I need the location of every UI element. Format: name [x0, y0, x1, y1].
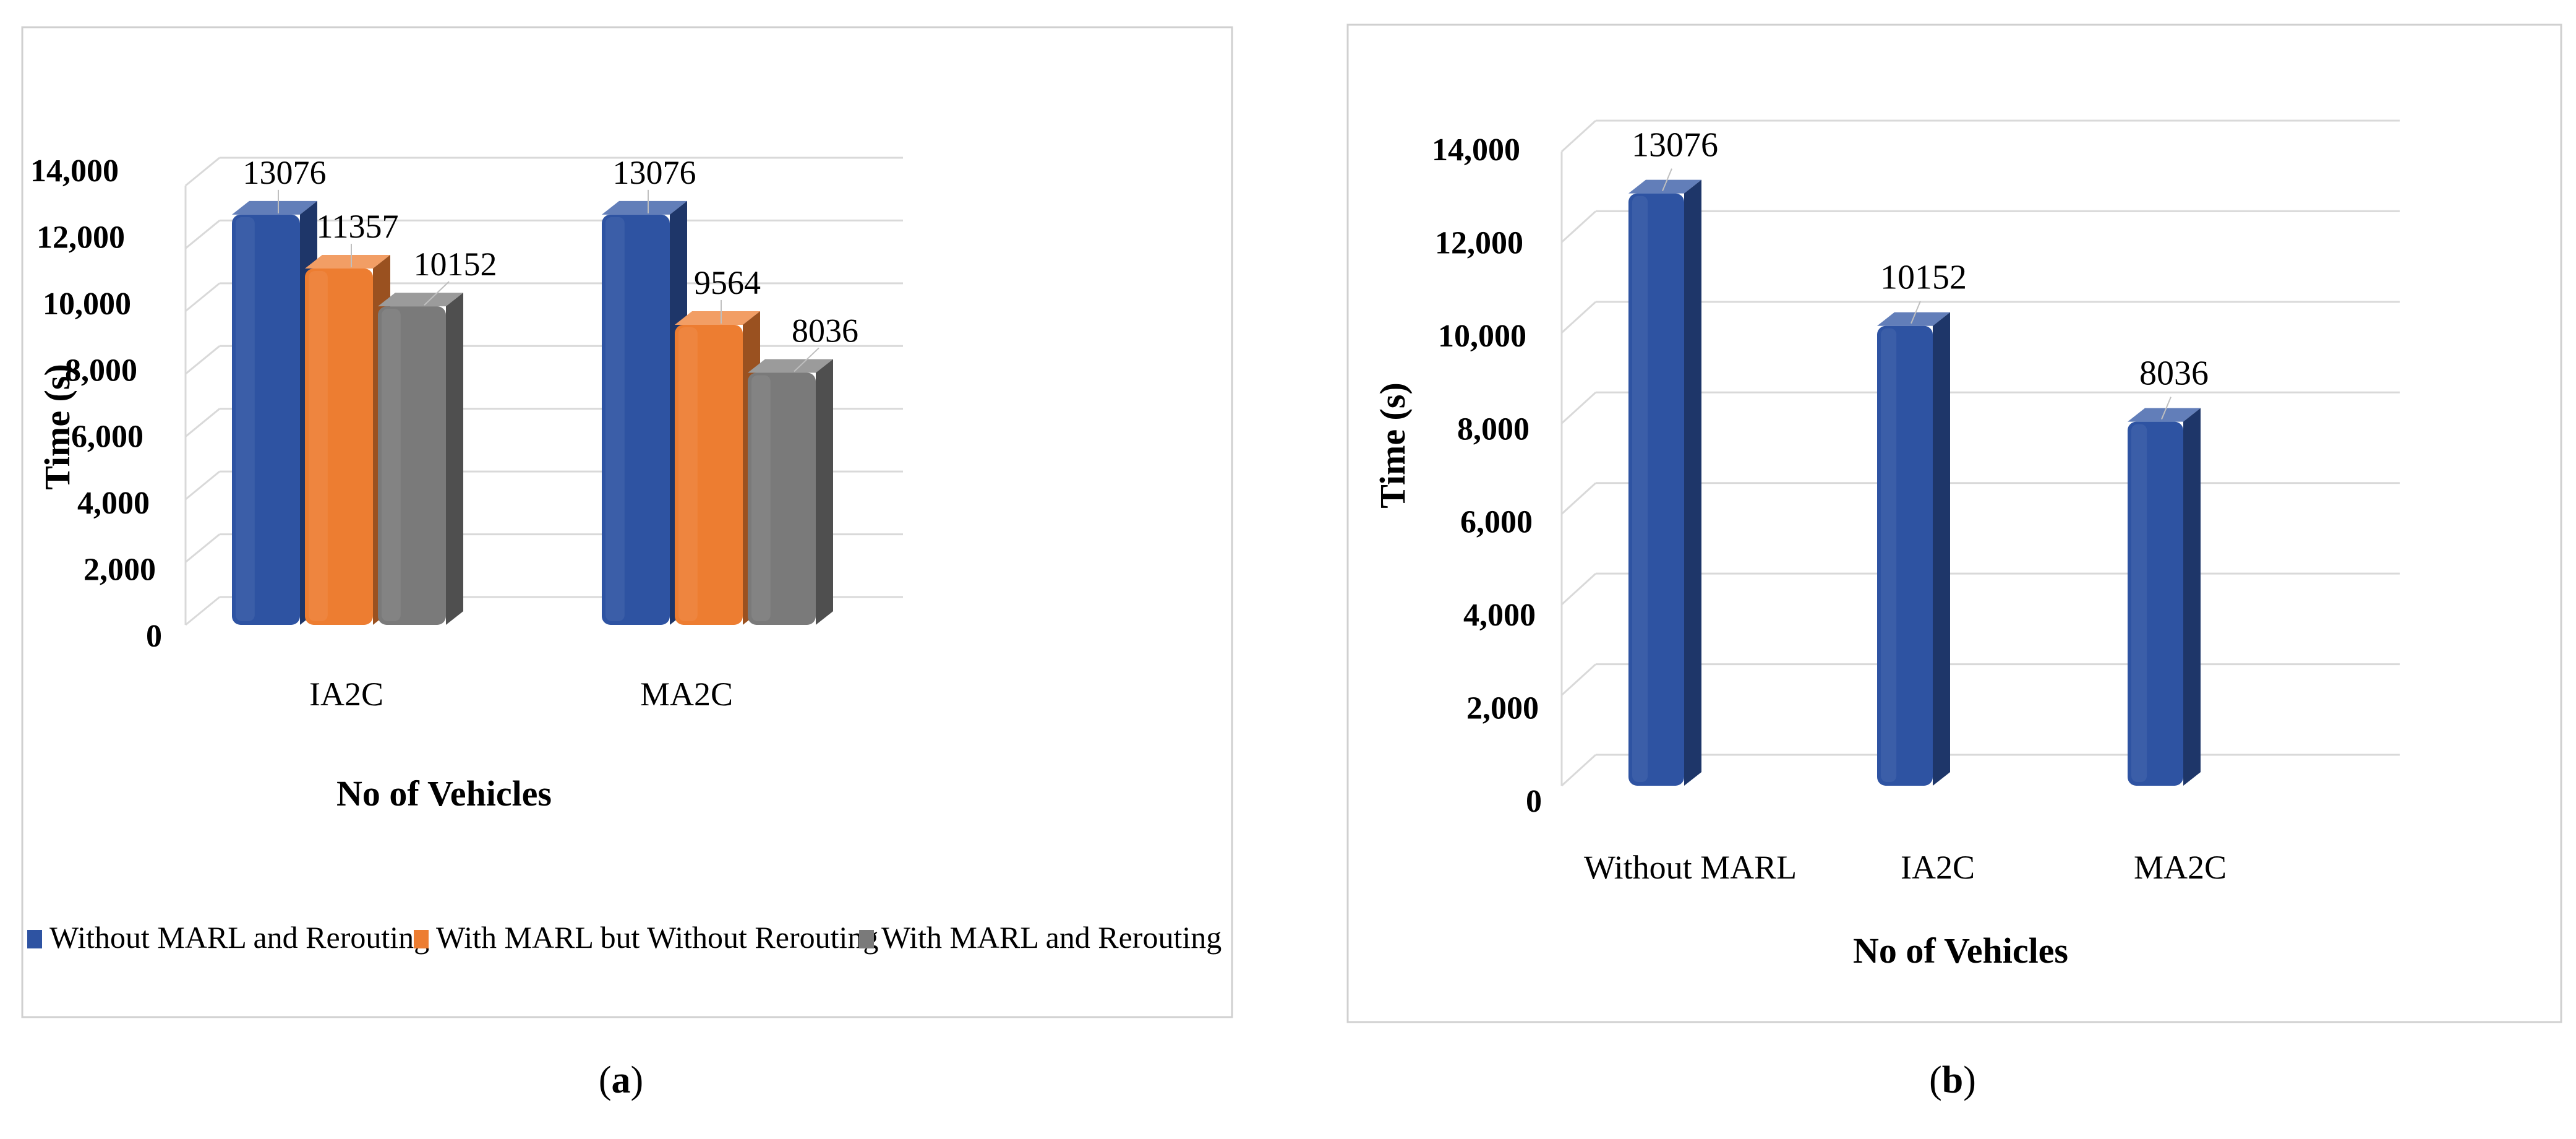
caption-b-letter: b — [1941, 1059, 1964, 1101]
y-tick-label: 4,000 — [1463, 598, 1536, 633]
y-tick-label: 12,000 — [36, 220, 125, 255]
chart-b-svg: 02,0004,0006,0008,00010,00012,00014,000 … — [1346, 24, 2562, 1023]
y-tick-label: 2,000 — [1466, 691, 1539, 726]
category-label: IA2C — [1901, 849, 1975, 886]
gridline-diag — [185, 533, 220, 563]
caption-a: (a) — [559, 1059, 683, 1102]
data-label: 8036 — [792, 312, 858, 349]
y-tick-label: 10,000 — [1438, 319, 1526, 354]
y-tick-label: 12,000 — [1435, 225, 1523, 260]
y-tick-label: 0 — [146, 619, 162, 654]
y-tick-label: 14,000 — [30, 153, 119, 189]
caption-b-open: ( — [1929, 1059, 1942, 1101]
gridline-diag — [185, 157, 220, 187]
caption-a-close: ) — [630, 1059, 644, 1101]
category-label: MA2C — [2134, 849, 2227, 886]
y-tick-label: 0 — [1526, 784, 1542, 819]
label-leader — [794, 347, 819, 372]
category-label: IA2C — [309, 676, 383, 713]
data-label: 11357 — [317, 208, 399, 245]
label-leader — [1911, 301, 1921, 324]
bar-without-marl — [1628, 179, 1701, 786]
chart-a-y-axis-label: Time (s) — [37, 364, 77, 490]
gridline-diag — [185, 282, 220, 312]
data-label: 8036 — [2139, 355, 2209, 393]
y-tick-label: 8,000 — [1457, 411, 1530, 447]
data-label: 10152 — [414, 246, 497, 283]
caption-b: (b) — [1891, 1059, 2014, 1102]
y-tick-label: 2,000 — [83, 552, 156, 588]
legend-item-0: Without MARL and Rerouting — [27, 920, 429, 955]
label-leader — [1662, 168, 1672, 192]
y-tick-label: 10,000 — [43, 286, 131, 322]
y-tick-label: 6,000 — [1460, 505, 1533, 540]
legend-label: Without MARL and Rerouting — [49, 920, 429, 955]
bar-ia2c-series-0 — [232, 200, 317, 625]
gridline-diag — [1560, 119, 1597, 153]
gridline-diag — [185, 220, 220, 249]
gridline-diag — [1560, 392, 1597, 424]
data-label: 13076 — [243, 154, 327, 191]
gridline-diag — [1560, 482, 1597, 515]
gridline-diag — [185, 470, 220, 501]
gridline-diag — [185, 596, 220, 626]
data-label: 10152 — [1880, 259, 1967, 297]
bar-ia2c — [1877, 312, 1950, 786]
caption-b-close: ) — [1963, 1059, 1976, 1101]
gridline-diag — [185, 408, 220, 437]
gridline-diag — [1560, 573, 1597, 606]
gridline-diag — [1560, 210, 1597, 243]
chart-a-x-axis-label: No of Vehicles — [336, 773, 552, 814]
y-tick-label: 4,000 — [77, 486, 150, 521]
chart-b-frame — [1346, 24, 2562, 1023]
caption-a-open: ( — [598, 1059, 612, 1101]
legend-swatch — [414, 930, 429, 948]
bar-ma2c-series-1 — [675, 311, 760, 625]
chart-a-svg: 02,0004,0006,0008,00010,00012,00014,000 … — [21, 26, 1233, 1018]
gridline-diag — [185, 345, 220, 375]
data-label: 9564 — [694, 264, 761, 301]
chart-panel-b: 0 2,000 4,000 6,000 8,000 10,000 12,000 14,000 … — [1268, 0, 2576, 1136]
category-label: MA2C — [640, 676, 733, 713]
legend-label: With MARL and Rerouting — [881, 920, 1222, 955]
y-tick-label: 6,000 — [71, 419, 143, 455]
chart-b-y-axis-label: Time (s) — [1372, 382, 1413, 509]
legend-swatch — [27, 930, 42, 948]
category-label: Without MARL — [1584, 849, 1797, 886]
label-leader — [424, 281, 450, 306]
y-tick-label: 8,000 — [65, 353, 137, 388]
legend-item-1: With MARL but Without Rerouting — [414, 920, 878, 955]
legend-swatch — [859, 930, 874, 948]
bar-ma2c — [2128, 408, 2201, 786]
bar-ma2c-series-0 — [602, 200, 687, 625]
y-tick-label: 14,000 — [1432, 132, 1520, 168]
bar-ia2c-series-1 — [305, 255, 390, 625]
chart-panel-a: 0 2,000 4,000 6,000 8,000 10,000 12,000 14,000 … — [0, 0, 1268, 1136]
caption-a-letter: a — [611, 1059, 631, 1101]
gridline-diag — [1560, 301, 1597, 333]
bar-ma2c-series-2 — [748, 359, 833, 625]
legend-item-2: With MARL and Rerouting — [859, 920, 1222, 955]
chart-b-x-axis-label: No of Vehicles — [1853, 931, 2068, 971]
data-label: 13076 — [613, 154, 696, 191]
label-leader — [2161, 397, 2172, 420]
data-label: 13076 — [1632, 126, 1718, 165]
bar-ia2c-series-2 — [378, 293, 463, 625]
gridline-diag — [1560, 754, 1597, 787]
gridline-diag — [1560, 663, 1597, 696]
legend-label: With MARL but Without Rerouting — [436, 920, 878, 955]
